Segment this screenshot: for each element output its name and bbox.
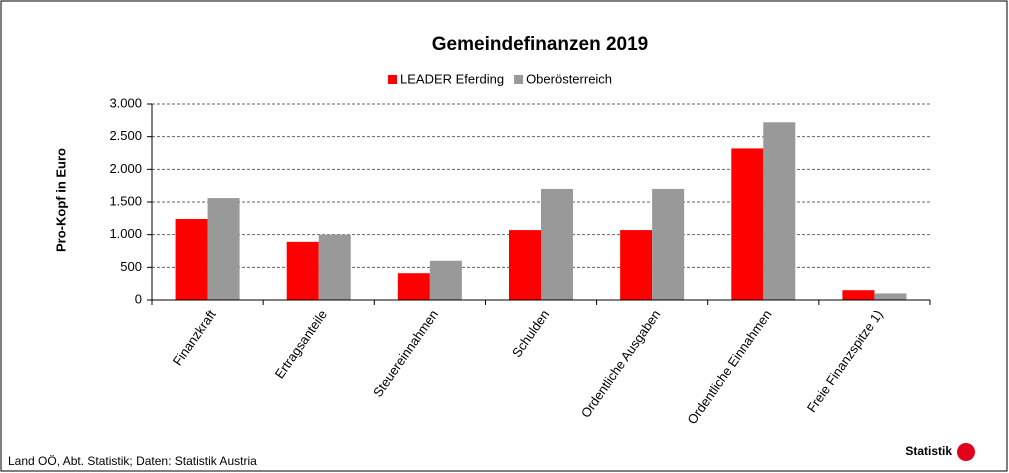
bar <box>397 273 430 300</box>
legend-swatch <box>388 75 397 84</box>
bar <box>509 230 541 300</box>
legend-swatch <box>514 75 524 84</box>
bar <box>842 290 875 300</box>
bar <box>652 188 685 300</box>
bar <box>541 188 573 300</box>
y-tick-label: 500 <box>120 259 142 274</box>
y-tick-label: 2.000 <box>109 161 142 176</box>
y-tick-label: 3.000 <box>109 95 142 110</box>
bar <box>429 260 462 300</box>
source: Land OÖ, Abt. Statistik; Daten: Statisti… <box>8 454 257 468</box>
y-axis-label: Pro-Kopf in Euro <box>53 148 68 252</box>
bar <box>286 241 319 300</box>
bar <box>763 122 796 300</box>
bar <box>207 198 240 300</box>
bar <box>620 230 653 300</box>
legend-label: LEADER Eferding <box>400 71 504 86</box>
y-tick-label: 2.500 <box>109 128 142 143</box>
y-tick-label: 1.500 <box>109 193 142 208</box>
bar <box>175 218 208 300</box>
bar <box>731 148 764 300</box>
bar <box>318 234 351 300</box>
logo-text: Statistik <box>905 444 952 458</box>
y-tick-label: 1.000 <box>109 226 142 241</box>
legend-label: Oberösterreich <box>526 71 612 86</box>
bar <box>874 293 907 300</box>
chart-title: Gemeindefinanzen 2019 <box>432 34 648 55</box>
logo-icon <box>957 443 975 461</box>
y-tick-label: 0 <box>135 291 142 306</box>
